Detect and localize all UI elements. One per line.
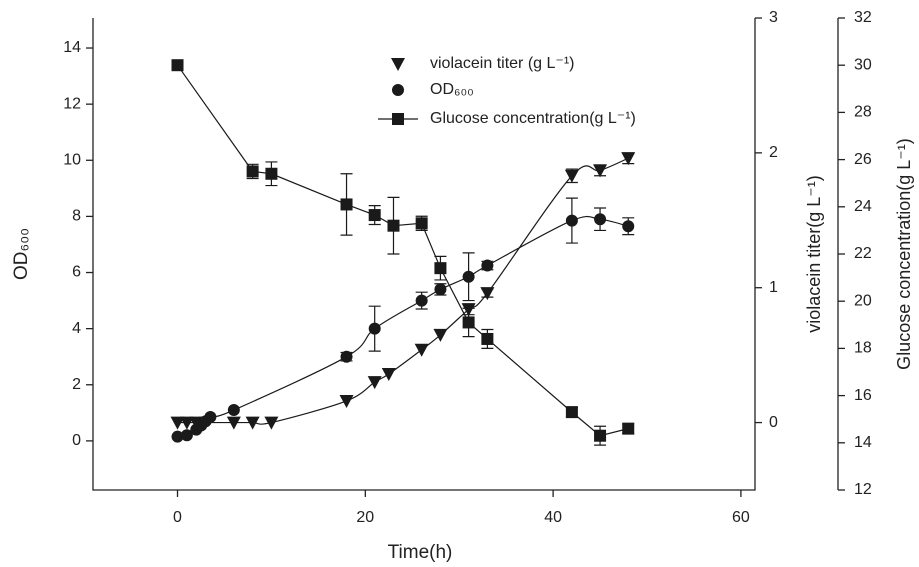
legend-marker (391, 58, 405, 71)
data-point (179, 416, 194, 430)
data-point (462, 270, 475, 283)
data-point (387, 219, 400, 232)
data-point (414, 343, 429, 357)
data-point (171, 430, 184, 443)
data-point (264, 416, 279, 430)
data-point (565, 214, 578, 227)
data-point (265, 167, 278, 180)
data-point (180, 429, 193, 442)
data-point (481, 332, 494, 345)
x-tick-label: 40 (544, 509, 562, 526)
data-point (226, 416, 241, 430)
y3-tick-label: 22 (854, 245, 872, 262)
data-point (339, 394, 354, 408)
legend-marker (392, 113, 404, 125)
y3-tick-label: 18 (854, 340, 872, 357)
data-point (622, 422, 635, 435)
y3-tick-label: 32 (854, 9, 872, 26)
y-tick-label: 8 (72, 208, 81, 225)
data-point (481, 259, 494, 272)
y3-tick-label: 26 (854, 151, 872, 168)
data-point (170, 416, 185, 430)
y2-tick-label: 2 (769, 144, 778, 161)
data-point (368, 209, 381, 222)
y-tick-label: 10 (63, 151, 81, 168)
data-point (367, 376, 382, 390)
y3-tick-label: 28 (854, 104, 872, 121)
y3-tick-label: 14 (854, 434, 872, 451)
legend-label: Glucose concentration(g L⁻¹) (430, 110, 636, 127)
data-point (340, 198, 353, 211)
y3-tick-label: 20 (854, 292, 872, 309)
x-tick-label: 20 (356, 509, 374, 526)
legend-label: OD₆₀₀ (430, 81, 474, 98)
data-point (245, 416, 260, 430)
data-point (433, 328, 448, 342)
y-tick-label: 14 (63, 39, 81, 56)
data-point (565, 406, 578, 419)
data-point (564, 169, 579, 183)
data-point (594, 429, 607, 442)
legend-marker (392, 84, 404, 96)
data-point (415, 294, 428, 307)
data-point (246, 165, 259, 178)
data-point (204, 411, 217, 424)
data-point (434, 283, 447, 296)
y2-tick-label: 0 (769, 414, 778, 431)
data-point (593, 164, 608, 178)
y3-axis-label: Glucose concentration(g L⁻¹) (894, 138, 914, 370)
data-point (340, 350, 353, 363)
y2-axis-label: violacein titer(g L⁻¹) (804, 175, 824, 333)
series-line (177, 157, 629, 425)
legend-label: violacein titer (g L⁻¹) (430, 55, 575, 72)
data-point (368, 322, 381, 335)
y2-tick-label: 1 (769, 279, 778, 296)
y-tick-label: 2 (72, 376, 81, 393)
y-tick-label: 4 (72, 320, 81, 337)
series-line (177, 215, 629, 438)
x-tick-label: 0 (173, 509, 182, 526)
y3-tick-label: 24 (854, 198, 872, 215)
data-point (434, 262, 447, 275)
data-point (415, 217, 428, 230)
data-point (381, 368, 396, 382)
data-point (594, 213, 607, 226)
y-tick-label: 0 (72, 432, 81, 449)
data-point (462, 316, 475, 329)
y3-tick-label: 16 (854, 387, 872, 404)
data-point (480, 287, 495, 301)
y3-tick-label: 30 (854, 56, 872, 73)
y3-tick-label: 12 (854, 481, 872, 498)
data-point (227, 404, 240, 417)
data-point (621, 152, 636, 166)
data-point (622, 220, 635, 233)
x-tick-label: 60 (732, 509, 750, 526)
y2-tick-label: 3 (769, 9, 778, 26)
y-axis-label: OD₆₀₀ (11, 228, 32, 280)
data-point (171, 59, 184, 72)
y-tick-label: 12 (63, 95, 81, 112)
y-tick-label: 6 (72, 264, 81, 281)
x-axis-label: Time(h) (388, 542, 453, 563)
